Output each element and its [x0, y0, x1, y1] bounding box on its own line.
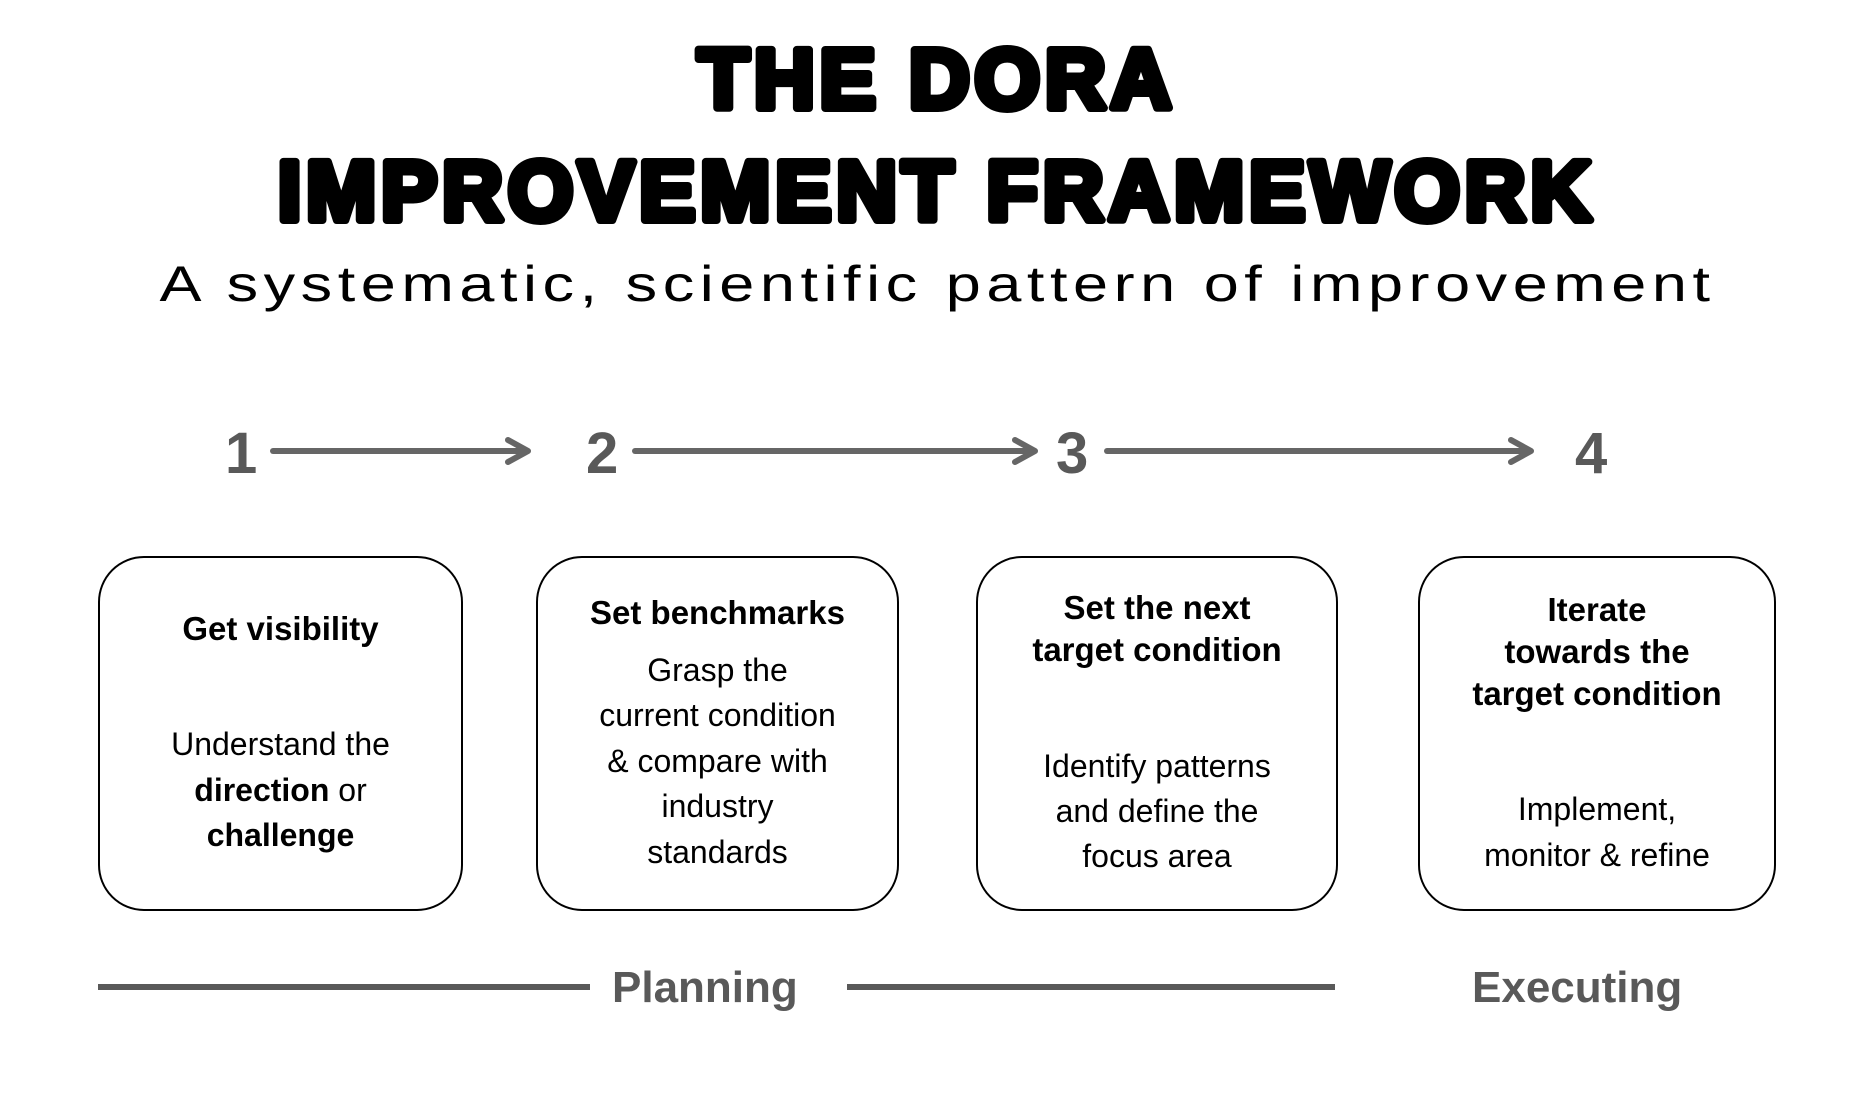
svg-text:Planning: Planning [612, 963, 798, 1012]
svg-text:THE DORA: THE DORA [698, 32, 1177, 126]
svg-text:2: 2 [586, 421, 618, 486]
svg-text:4: 4 [1575, 421, 1607, 486]
svg-text:3: 3 [1056, 421, 1088, 486]
svg-text:IMPROVEMENT FRAMEWORK: IMPROVEMENT FRAMEWORK [278, 144, 1596, 238]
svg-text:Executing: Executing [1472, 963, 1682, 1012]
svg-text:1: 1 [225, 421, 257, 486]
